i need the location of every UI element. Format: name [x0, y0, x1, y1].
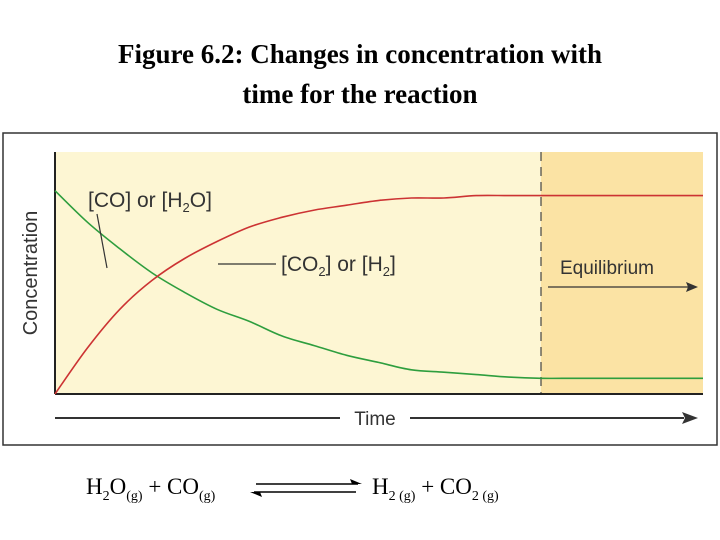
- equilibrium-region: [541, 152, 703, 394]
- equilibrium-arrowhead-icon: [686, 282, 698, 292]
- equilibrium-label: Equilibrium: [560, 258, 654, 279]
- equation-reactants: H2O(g) + CO(g): [86, 474, 216, 504]
- reaction-equation: H2O(g) + CO(g) H2 (g) + CO2 (g): [86, 474, 686, 514]
- y-axis-label: Concentration: [20, 211, 42, 336]
- title-line-2: time for the reaction: [242, 79, 478, 109]
- product-label: [CO2] or [H2]: [281, 253, 396, 279]
- page-title: Figure 6.2: Changes in concentration wit…: [0, 34, 720, 114]
- title-line-1: Figure 6.2: Changes in concentration wit…: [118, 39, 602, 69]
- concentration-time-chart: [CO] or [H2O] [CO2] or [H2] Equilibrium …: [2, 132, 718, 446]
- equilibrium-arrows-icon: [250, 479, 362, 497]
- x-axis-label: Time: [354, 409, 396, 430]
- series-line-reactants: [54, 190, 703, 380]
- equation-products: H2 (g) + CO2 (g): [372, 474, 499, 504]
- reactant-label: [CO] or [H2O]: [88, 189, 212, 215]
- time-arrowhead-icon: [682, 412, 698, 424]
- series-line-products: [54, 194, 703, 395]
- reactant-label-leader: [96, 213, 108, 269]
